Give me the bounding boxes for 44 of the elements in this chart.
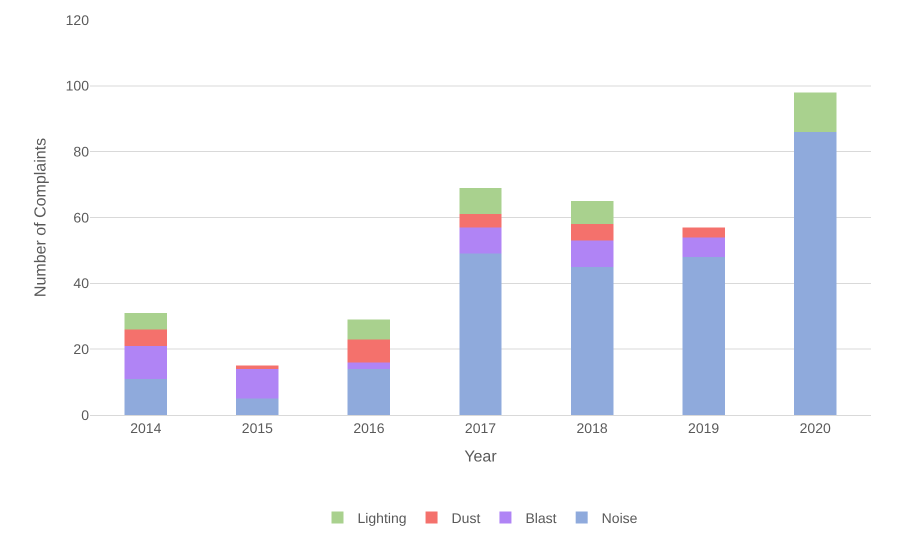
y-tick-label: 20 [73,341,90,358]
y-tick-label: 0 [81,406,90,423]
bar [570,201,614,224]
legend-label: Dust [452,510,480,526]
bar [124,346,167,379]
x-axis-title: Year [464,448,498,466]
x-tick-label: 2019 [688,420,720,436]
bar [348,339,390,362]
x-tick-label: 2014 [130,420,162,436]
y-axis-title: Number of Complaints [32,138,50,298]
bar [236,398,279,415]
bar [459,214,502,228]
bar [124,329,167,346]
bar [348,362,390,369]
legend-label: Blast [525,510,557,526]
bar [570,224,614,241]
x-tick-label: 2020 [800,420,831,436]
x-tick-label: 2016 [353,420,385,436]
bar [570,266,614,415]
bar [236,366,279,369]
bar [794,92,836,132]
x-tick-label: 2017 [464,420,496,436]
bar [794,132,836,415]
y-tick-label: 40 [73,275,90,292]
bar [682,227,725,238]
bar [682,257,725,415]
bar [459,254,502,415]
bar [459,227,502,254]
bar [348,320,390,340]
legend-label: Noise [602,510,638,526]
legend-label: Lighting [358,510,407,526]
bar [124,378,167,415]
y-tick-label: 80 [73,144,90,160]
x-tick-label: 2015 [242,420,274,436]
bar [459,188,502,214]
y-tick-label: 120 [66,12,90,28]
bar [236,368,279,399]
bar [124,312,167,330]
bar [570,240,614,267]
bar [348,368,390,415]
x-tick-label: 2018 [576,420,608,436]
bar [682,237,725,257]
y-tick-label: 60 [73,209,90,226]
y-tick-label: 100 [66,78,90,94]
